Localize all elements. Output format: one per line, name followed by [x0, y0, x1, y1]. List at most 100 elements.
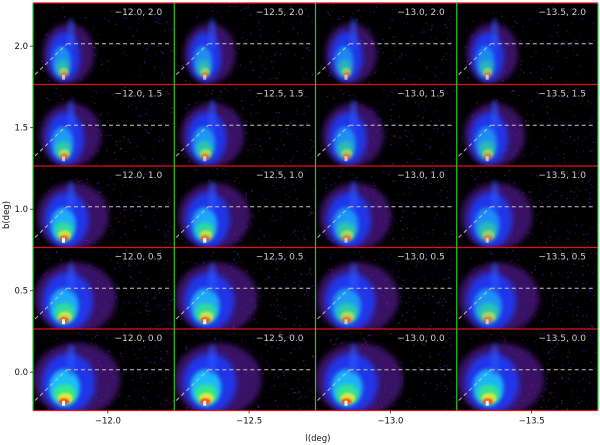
density-map: [465, 6, 595, 84]
y-axis-label: b(deg): [2, 201, 12, 229]
axes: 2.0 1.5 1.0 0.5 0.0 −12.0 −12.5 −13.0 −13.5 b(d…: [2, 42, 545, 444]
peak-mark: [344, 156, 348, 162]
panel: −13.0, 1.5: [315, 84, 457, 166]
density-map: [456, 331, 597, 411]
density-map: [34, 249, 174, 329]
diagonal-reference-line: [175, 43, 209, 75]
y-tick-label: 1.0: [14, 205, 28, 215]
diagonal-reference-line: [34, 43, 68, 75]
panel: −12.5, 2.0: [174, 3, 316, 85]
density-map: [175, 251, 315, 329]
peak-mark: [62, 319, 65, 325]
density-map: [324, 5, 454, 84]
peak-mark: [344, 400, 348, 406]
panel-label: −12.5, 1.5: [256, 90, 304, 100]
panel-label: −13.5, 0.0: [538, 334, 586, 344]
panels-grid: −12.0, 2.0 −12.5, 2.0 −13.0, 2.0 −13.5, 2.0…: [33, 3, 598, 411]
y-tick-label: 0.0: [14, 368, 28, 378]
panel-label: −12.0, 0.0: [115, 334, 163, 344]
panel-label: −13.0, 2.0: [397, 8, 445, 18]
panel-label: −13.5, 2.0: [538, 8, 586, 18]
panel-label: −12.5, 2.0: [256, 8, 304, 18]
panel: −12.5, 1.5: [174, 84, 316, 166]
y-tick-label: 0.5: [14, 287, 28, 297]
panel: −12.5, 0.0: [174, 329, 316, 411]
panel: −12.0, 1.0: [33, 166, 175, 248]
density-map: [39, 86, 174, 166]
x-axis-label: l(deg): [305, 434, 330, 444]
diagonal-reference-line: [317, 206, 350, 238]
panel: −13.5, 1.0: [456, 166, 598, 248]
peak-mark: [485, 74, 489, 80]
peak-mark: [62, 74, 65, 80]
panel: −13.0, 2.0: [315, 3, 457, 85]
diagonal-reference-line: [34, 206, 68, 238]
x-tick-label: −13.5: [519, 417, 545, 427]
panel-label: −13.0, 1.5: [397, 90, 445, 100]
panel-label: −12.5, 1.0: [256, 171, 304, 181]
x-tick-label: −12.5: [236, 417, 262, 427]
panel: −13.5, 2.0: [456, 3, 598, 85]
density-map: [41, 5, 174, 84]
peak-mark: [344, 319, 348, 325]
diagonal-reference-line: [34, 369, 68, 401]
panel-label: −12.5, 0.5: [256, 253, 304, 263]
peak-mark: [203, 319, 207, 325]
density-map: [458, 249, 598, 329]
peak-mark: [62, 237, 65, 243]
diagonal-reference-line: [34, 124, 68, 157]
panel: −13.0, 0.5: [315, 247, 457, 329]
density-map: [33, 331, 174, 411]
panel: −12.0, 0.0: [33, 329, 175, 411]
density-map: [36, 168, 173, 248]
density-map: [174, 331, 315, 411]
panel-label: −12.0, 0.5: [115, 253, 163, 263]
density-map: [183, 5, 314, 84]
panel-label: −12.5, 0.0: [256, 334, 304, 344]
panel: −12.5, 1.0: [174, 166, 316, 248]
diagonal-reference-line: [317, 369, 350, 401]
peak-mark: [62, 400, 65, 406]
diagonal-reference-line: [175, 287, 209, 320]
peak-mark: [344, 74, 348, 80]
y-axis: 2.0 1.5 1.0 0.5 0.0: [14, 42, 33, 378]
panel-label: −13.0, 0.0: [397, 334, 445, 344]
diagonal-reference-line: [458, 369, 492, 401]
peak-mark: [485, 400, 489, 406]
panel: −13.0, 1.0: [315, 166, 457, 248]
peak-mark: [485, 237, 489, 243]
diagonal-reference-line: [317, 124, 350, 157]
density-map: [178, 168, 315, 248]
diagonal-reference-line: [175, 124, 209, 157]
x-tick-label: −13.0: [377, 417, 403, 427]
panel-label: −13.5, 1.5: [538, 90, 586, 100]
panel-label: −13.5, 0.5: [538, 253, 586, 263]
diagonal-reference-line: [175, 206, 209, 238]
diagonal-reference-line: [317, 43, 350, 75]
panel: −12.0, 2.0: [33, 3, 175, 85]
panel-label: −12.0, 2.0: [115, 8, 163, 18]
diagonal-reference-line: [458, 124, 492, 157]
panel-label: −12.0, 1.5: [115, 90, 163, 100]
peak-mark: [485, 156, 489, 162]
peak-mark: [344, 237, 348, 243]
panel: −12.0, 1.5: [33, 84, 175, 166]
panel: −12.0, 0.5: [33, 247, 175, 329]
peak-mark: [485, 319, 489, 325]
panel-dividers: [32, 2, 599, 412]
diagonal-reference-line: [175, 369, 209, 401]
x-axis: −12.0 −12.5 −13.0 −13.5: [95, 410, 545, 427]
peak-mark: [203, 400, 207, 406]
density-map: [315, 331, 456, 411]
diagonal-reference-line: [34, 287, 68, 320]
panel: −13.5, 0.5: [456, 247, 598, 329]
panel: −13.5, 0.0: [456, 329, 598, 411]
diagonal-reference-line: [317, 287, 350, 320]
peak-mark: [203, 74, 207, 80]
panel-label: −13.0, 0.5: [397, 253, 445, 263]
diagonal-reference-line: [458, 206, 492, 238]
panel: −13.0, 0.0: [315, 329, 457, 411]
peak-mark: [62, 156, 65, 162]
density-map: [316, 251, 456, 329]
